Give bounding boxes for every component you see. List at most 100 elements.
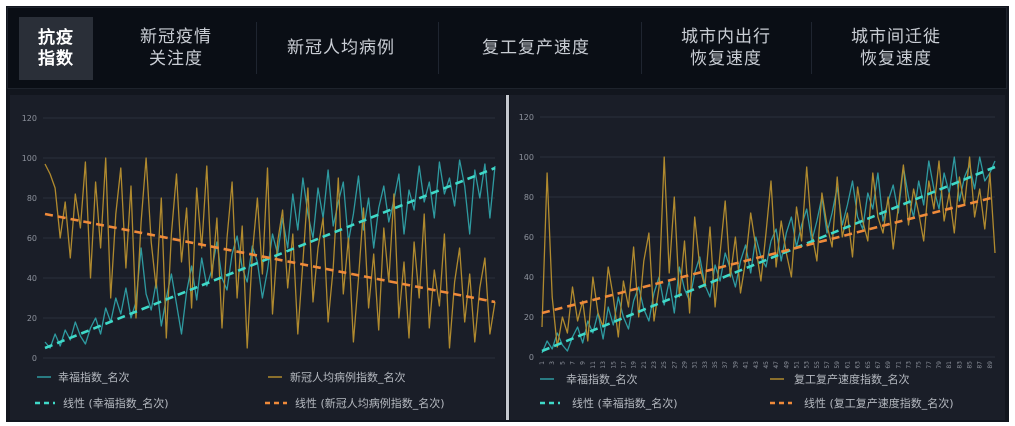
tab-work-resumption-speed[interactable]: 复工复产速度 xyxy=(446,8,626,88)
legend-label: 幸福指数_名次 xyxy=(58,370,130,384)
x-tick-label: 31 xyxy=(692,361,699,369)
legend-label: 复工复产速度指数_名次 xyxy=(794,372,910,386)
legend: 幸福指数_名次 复工复产速度指数_名次 线性 (幸福指数_名次) 线性 (复工复… xyxy=(540,372,954,410)
x-tick-label: 11 xyxy=(590,361,597,369)
x-tick-label: 69 xyxy=(885,361,892,369)
tab-label-line: 新冠人均病例 xyxy=(287,38,395,58)
x-tick-label: 29 xyxy=(682,361,689,369)
tab-divider xyxy=(256,22,257,74)
tab-label-line: 新冠疫情 xyxy=(140,27,212,47)
chart-background xyxy=(10,95,505,420)
series-line-2 xyxy=(44,157,496,349)
x-tick-label: 59 xyxy=(834,361,841,369)
x-tick-label: 43 xyxy=(753,361,760,369)
x-tick-label: 45 xyxy=(763,361,770,369)
index-tab-bar: 抗疫 指数 新冠疫情 关注度 新冠人均病例 复工复产速度 城市内出行 恢复速度 … xyxy=(7,7,1007,89)
x-tick-label: 21 xyxy=(641,361,648,369)
y-tick-label: 0 xyxy=(529,353,534,362)
trendline-1 xyxy=(44,166,496,350)
x-tick-label: 53 xyxy=(804,361,811,369)
y-tick-label: 80 xyxy=(524,193,534,202)
tab-intracity-travel-recovery[interactable]: 城市内出行 恢复速度 xyxy=(646,8,806,88)
trendline-2 xyxy=(44,212,496,304)
x-tick-label: 7 xyxy=(570,361,577,365)
x-tick-label: 13 xyxy=(600,361,607,369)
x-tick-label: 51 xyxy=(793,361,800,369)
tab-divider xyxy=(811,22,812,74)
tab-anti-epidemic-index[interactable]: 抗疫 指数 xyxy=(19,17,93,80)
y-tick-label: 120 xyxy=(519,113,534,122)
x-tick-label: 33 xyxy=(702,361,709,369)
series-line-2 xyxy=(541,156,996,348)
y-tick-label: 20 xyxy=(27,314,37,323)
tab-label-line: 复工复产速度 xyxy=(482,38,590,58)
x-tick-label: 49 xyxy=(783,361,790,369)
y-tick-label: 40 xyxy=(27,274,37,283)
x-tick-label: 85 xyxy=(967,361,974,369)
tab-label-line: 城市内出行 xyxy=(681,27,771,47)
tab-covid-attention[interactable]: 新冠疫情 关注度 xyxy=(106,8,246,88)
tab-label-line: 恢复速度 xyxy=(690,49,762,69)
x-tick-label: 61 xyxy=(844,361,851,369)
y-tick-label: 40 xyxy=(524,273,534,282)
x-tick-label: 25 xyxy=(661,361,668,369)
tab-label-line: 抗疫 xyxy=(38,27,74,48)
x-tick-label: 17 xyxy=(620,361,627,369)
y-tick-label: 120 xyxy=(22,114,37,123)
legend-label: 线性 (新冠人均病例指数_名次) xyxy=(295,396,445,410)
x-tick-label: 47 xyxy=(773,361,780,369)
x-tick-label: 79 xyxy=(936,361,943,369)
x-tick-label: 55 xyxy=(814,361,821,369)
tab-divider xyxy=(641,22,642,74)
legend-label: 幸福指数_名次 xyxy=(566,372,638,386)
tab-label-line: 城市间迁徙 xyxy=(851,27,941,47)
x-tick-label: 39 xyxy=(732,361,739,369)
x-tick-label: 5 xyxy=(559,361,566,365)
x-tick-label: 41 xyxy=(743,361,750,369)
y-tick-label: 80 xyxy=(27,194,37,203)
x-tick-label: 89 xyxy=(987,361,994,369)
x-tick-label: 37 xyxy=(722,361,729,369)
y-tick-label: 0 xyxy=(32,354,37,363)
tab-label-line: 恢复速度 xyxy=(860,49,932,69)
chart-separator xyxy=(506,95,509,420)
x-tick-label: 57 xyxy=(824,361,831,369)
x-tick-label: 77 xyxy=(926,361,933,369)
x-tick-label: 87 xyxy=(977,361,984,369)
tab-divider xyxy=(438,22,439,74)
y-tick-label: 20 xyxy=(524,313,534,322)
y-tick-label: 60 xyxy=(524,233,534,242)
x-tick-label: 67 xyxy=(875,361,882,369)
x-tick-label: 3 xyxy=(549,361,556,365)
y-tick-label: 100 xyxy=(519,153,534,162)
x-tick-label: 27 xyxy=(671,361,678,369)
legend-label: 新冠人均病例指数_名次 xyxy=(290,370,406,384)
x-tick-label: 73 xyxy=(905,361,912,369)
x-tick-label: 1 xyxy=(539,361,546,365)
x-tick-label: 83 xyxy=(956,361,963,369)
tab-intercity-migration-recovery[interactable]: 城市间迁徙 恢复速度 xyxy=(816,8,976,88)
x-tick-label: 75 xyxy=(916,361,923,369)
x-tick-label: 15 xyxy=(610,361,617,369)
x-tick-label: 23 xyxy=(651,361,658,369)
legend-label: 线性 (复工复产速度指数_名次) xyxy=(804,396,954,410)
tab-covid-cases-per-capita[interactable]: 新冠人均病例 xyxy=(261,8,421,88)
x-tick-label: 65 xyxy=(865,361,872,369)
legend-label: 线性 (幸福指数_名次) xyxy=(572,396,678,410)
legend: 幸福指数_名次 新冠人均病例指数_名次 线性 (幸福指数_名次) 线性 (新冠人… xyxy=(35,370,445,410)
trendline-1 xyxy=(541,165,996,353)
happiness-vs-covid-cases-chart: 0 20 40 60 80 100 120 幸福指数_名次 新冠人均病例指数_名次 线性 (… xyxy=(10,95,505,420)
x-tick-label: 81 xyxy=(946,361,953,369)
y-tick-label: 60 xyxy=(27,234,37,243)
y-tick-label: 100 xyxy=(22,154,37,163)
tab-label-line: 关注度 xyxy=(149,49,203,69)
x-tick-label: 19 xyxy=(631,361,638,369)
x-tick-label: 35 xyxy=(712,361,719,369)
x-tick-label: 63 xyxy=(855,361,862,369)
x-tick-label: 71 xyxy=(895,361,902,369)
plot-area: 0 20 40 60 80 100 120 xyxy=(22,114,496,363)
legend-label: 线性 (幸福指数_名次) xyxy=(63,396,169,410)
x-tick-label: 9 xyxy=(580,361,587,365)
